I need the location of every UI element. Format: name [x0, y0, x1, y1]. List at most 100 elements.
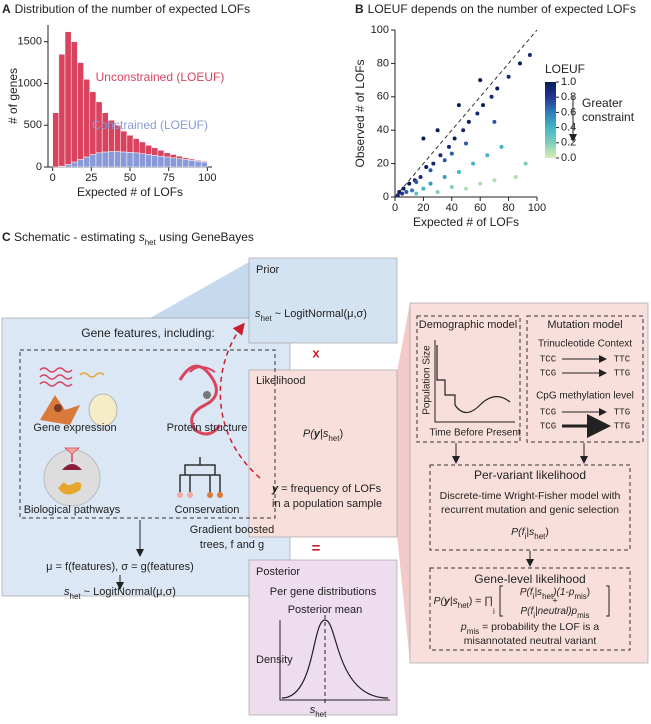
bar: [64, 31, 72, 165]
text-part: P(f: [520, 587, 534, 598]
point: [401, 186, 406, 191]
text-part: het: [542, 592, 554, 601]
tree-icon: [177, 457, 223, 498]
bar: [126, 152, 134, 168]
text-part: P(f: [511, 526, 526, 538]
bar: [182, 157, 190, 160]
text-part: mis: [574, 592, 586, 601]
bar: [77, 62, 84, 160]
bar: [188, 158, 196, 161]
point: [506, 74, 511, 79]
text-part: ) = ∏: [469, 595, 493, 607]
point: [446, 144, 451, 149]
label: TCG: [540, 407, 556, 417]
y-tick-label: 80: [377, 57, 389, 69]
bar: [169, 154, 177, 159]
label: TTG: [614, 368, 630, 378]
bar: [139, 153, 146, 168]
point: [442, 158, 447, 163]
label: x: [312, 345, 320, 360]
point: [478, 181, 483, 186]
bar: [126, 135, 134, 153]
label: Gene-level likelihood: [474, 572, 585, 586]
y-tick-label: 40: [377, 124, 389, 136]
bar: [163, 156, 171, 168]
label: shet ~ LogitNormal(μ,σ): [255, 308, 367, 323]
colorbar-tick-label: 1.0: [561, 76, 576, 88]
point: [452, 136, 457, 141]
text-part: P(: [303, 428, 315, 440]
label: Per-variant likelihood: [474, 468, 586, 482]
text-part: mis: [577, 611, 589, 620]
arrows: [116, 322, 588, 590]
point: [435, 189, 440, 194]
point: [461, 128, 466, 133]
bar: [64, 164, 72, 168]
bar: [101, 151, 109, 168]
point: [489, 94, 494, 99]
text-part: mis: [467, 627, 479, 636]
bar: [169, 157, 177, 168]
label: pmis = probability the LOF is a: [460, 621, 599, 636]
bar: [145, 154, 152, 168]
label: Discrete-time Wright-Fisher model with: [440, 490, 621, 502]
text-part: ~ LogitNormal(μ,σ): [81, 586, 176, 598]
label: P(y|shet): [303, 428, 343, 443]
colorbar: [545, 82, 556, 158]
bar: [52, 112, 60, 168]
x-tick-label: 20: [417, 202, 429, 214]
panel-label: A: [2, 2, 11, 16]
text-part: using GeneBayes: [156, 230, 254, 244]
text-part: s: [255, 308, 261, 320]
point: [466, 119, 471, 124]
point: [421, 136, 426, 141]
point: [431, 161, 436, 166]
likelihood-box: [248, 369, 398, 538]
point: [471, 161, 476, 166]
label: Gene expression: [33, 422, 116, 434]
label: TCG: [540, 368, 556, 378]
point: [418, 174, 423, 179]
colorbar-tick-label: 0.0: [561, 152, 576, 164]
y-tick-label: 1000: [18, 77, 42, 89]
bracket: [499, 585, 610, 617]
label: CpG methylation level: [536, 391, 634, 402]
text-part: het: [458, 601, 470, 610]
point: [499, 144, 504, 149]
bar: [194, 160, 202, 162]
text-part: P(: [433, 595, 445, 607]
bar: [200, 161, 208, 168]
text-part: het: [328, 434, 340, 443]
bar: [120, 130, 128, 153]
text-part: i: [533, 592, 535, 601]
x-tick-label: 60: [474, 202, 486, 214]
bar: [151, 147, 159, 156]
features-box: [1, 317, 291, 597]
point: [492, 178, 497, 183]
point: [478, 78, 483, 83]
legend-label: Constrained (LOEUF): [92, 118, 208, 132]
x-axis-label: Expected # of LOFs: [413, 215, 519, 229]
point: [414, 179, 419, 184]
bar: [200, 160, 208, 163]
label: TTG: [614, 421, 630, 431]
y-tick-label: 1500: [18, 36, 42, 48]
bar: [132, 152, 140, 168]
bar: [58, 53, 66, 167]
bar: [114, 151, 121, 168]
point: [449, 184, 454, 189]
text-part: s: [64, 586, 70, 598]
bar: [194, 160, 202, 168]
label: Posterior mean: [288, 604, 363, 616]
pathway-icon: [43, 447, 101, 507]
label: misannotated neutral variant: [464, 635, 597, 647]
bar: [139, 141, 146, 154]
bar: [176, 155, 183, 159]
y-axis-label: # of genes: [6, 68, 20, 124]
text-part: p: [460, 621, 467, 633]
text-part: y: [271, 483, 279, 495]
label: TTG: [614, 407, 630, 417]
colorbar-tick-label: 0.6: [561, 106, 576, 118]
label: μ = f(features), σ = g(features): [46, 561, 194, 573]
